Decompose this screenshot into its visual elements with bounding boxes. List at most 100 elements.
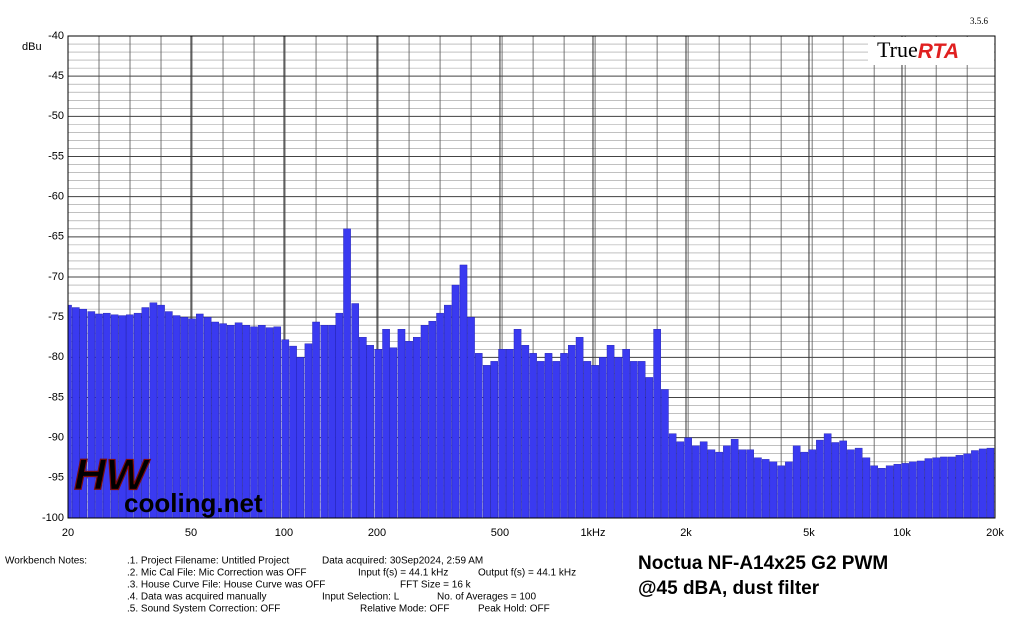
note: No. of Averages = 100 — [437, 592, 536, 603]
bar — [149, 302, 158, 519]
bar — [823, 433, 832, 519]
x-tick-label: 1kHz — [580, 527, 605, 539]
x-tick-label: 200 — [368, 527, 386, 539]
bar — [777, 465, 785, 519]
bar — [723, 445, 731, 519]
y-tick-label: -100 — [42, 512, 64, 524]
bar — [699, 441, 708, 519]
bar — [537, 361, 545, 519]
bar — [692, 445, 700, 519]
note: Input f(s) = 44.1 kHz — [358, 568, 448, 579]
bar — [412, 337, 421, 519]
bar — [761, 459, 770, 519]
note: Input Selection: L — [322, 592, 400, 603]
bar — [265, 327, 274, 519]
bar — [482, 365, 491, 519]
x-tick-label: 100 — [275, 527, 293, 539]
bar — [831, 442, 840, 519]
bar — [359, 337, 367, 519]
bar — [389, 347, 398, 519]
y-tick-label: -80 — [48, 351, 64, 363]
bar — [544, 353, 553, 519]
bar — [901, 463, 909, 519]
bar — [444, 304, 452, 519]
y-tick-label: -75 — [48, 311, 64, 323]
bar — [506, 349, 514, 519]
bar — [320, 325, 329, 519]
bar — [754, 457, 762, 519]
logo: TrueRTA — [877, 37, 959, 63]
bar — [715, 451, 723, 519]
x-tick-label: 2k — [680, 527, 692, 539]
x-tick-label: 5k — [803, 527, 815, 539]
annotation: @45 dBA, dust filter — [638, 578, 820, 599]
bar — [963, 453, 971, 519]
x-tick-label: 500 — [491, 527, 509, 539]
bar — [637, 361, 646, 519]
bar — [420, 325, 429, 519]
y-axis-label: dBu — [22, 41, 42, 53]
note: Peak Hold: OFF — [478, 604, 550, 615]
y-tick-label: -65 — [48, 231, 64, 243]
bar — [738, 449, 747, 519]
bar — [351, 303, 359, 519]
bar — [730, 439, 739, 519]
bar — [382, 329, 390, 519]
bar — [800, 451, 809, 519]
bar — [328, 325, 336, 519]
note: Data acquired: 30Sep2024, 2:59 AM — [322, 556, 483, 567]
bar — [366, 345, 374, 519]
bar — [870, 465, 878, 519]
bar — [932, 457, 940, 519]
bar — [289, 345, 297, 519]
bar — [451, 284, 460, 519]
bar — [591, 365, 599, 519]
bar — [335, 312, 344, 519]
note: Relative Mode: OFF — [360, 604, 449, 615]
bar — [428, 320, 437, 519]
bar — [676, 441, 685, 519]
bar — [808, 449, 816, 519]
bar — [405, 341, 413, 519]
note: Output f(s) = 44.1 kHz — [478, 568, 576, 579]
bar — [281, 339, 290, 519]
y-tick-label: -85 — [48, 391, 64, 403]
y-tick-label: -95 — [48, 472, 64, 484]
bar — [785, 461, 793, 519]
bar — [661, 389, 669, 519]
bar — [575, 337, 584, 519]
x-tick-label: 50 — [185, 527, 197, 539]
bar — [490, 361, 498, 519]
bar — [769, 461, 778, 519]
bar — [475, 353, 483, 519]
bar — [583, 361, 592, 519]
watermark-hw: HW — [74, 451, 151, 500]
watermark-site: cooling.net — [124, 488, 263, 518]
bar — [978, 448, 987, 519]
logo-box — [868, 37, 994, 65]
bar — [397, 329, 406, 519]
x-tick-label: 20 — [62, 527, 74, 539]
bar — [630, 361, 638, 519]
y-tick-label: -45 — [48, 70, 64, 82]
y-tick-label: -55 — [48, 150, 64, 162]
bar — [909, 461, 917, 519]
bar — [606, 345, 615, 519]
plot-border — [67, 35, 996, 519]
bar — [847, 449, 855, 519]
note: FFT Size = 16 k — [400, 580, 472, 591]
bar — [374, 349, 383, 519]
bar — [157, 304, 165, 519]
note: .3. House Curve File: House Curve was OF… — [127, 580, 325, 591]
note: .2. Mic Cal File: Mic Correction was OFF — [127, 568, 306, 579]
bar — [599, 357, 607, 519]
bar — [684, 437, 692, 519]
logo-rta: RTA — [918, 40, 959, 63]
bar — [521, 345, 530, 519]
bar — [792, 445, 801, 519]
bar — [467, 316, 475, 519]
bar — [529, 353, 537, 519]
bar — [668, 433, 677, 519]
bar — [839, 440, 847, 519]
